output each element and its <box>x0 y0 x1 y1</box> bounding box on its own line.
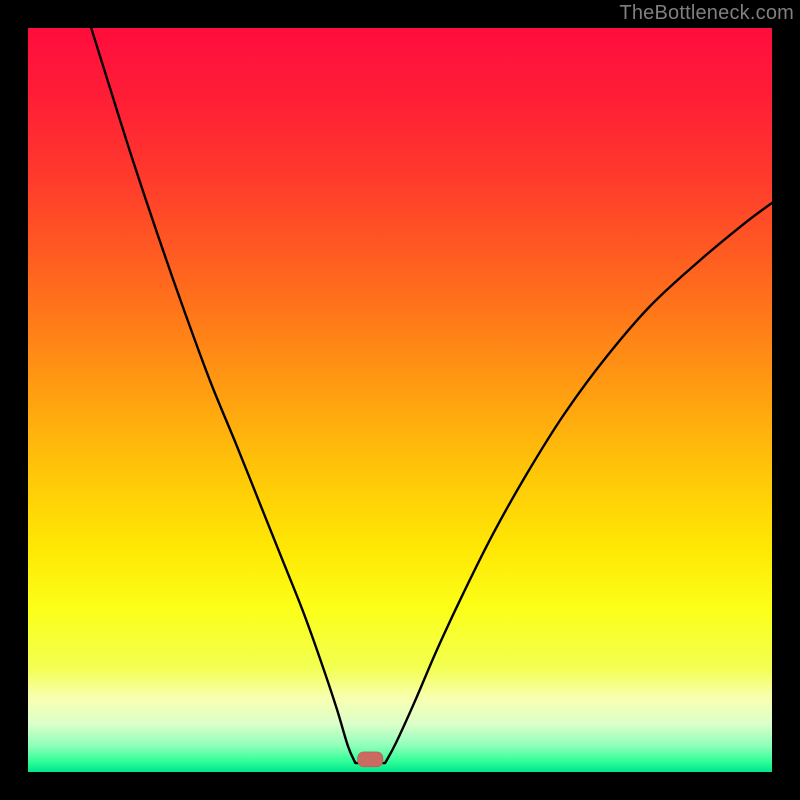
watermark-text: TheBottleneck.com <box>619 2 794 25</box>
plot-gradient <box>28 28 772 772</box>
optimal-point-marker <box>358 752 383 767</box>
bottleneck-chart <box>0 0 800 800</box>
